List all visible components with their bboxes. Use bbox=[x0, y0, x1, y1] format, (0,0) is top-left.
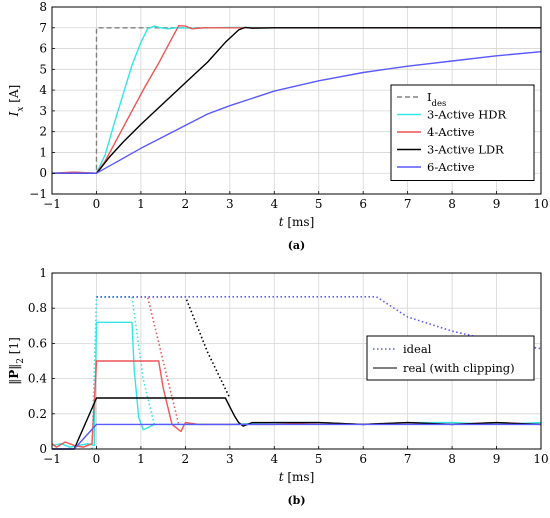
b-x-tick-label: 8 bbox=[448, 452, 456, 466]
a-x-tick-label: 4 bbox=[270, 197, 278, 211]
panel-b-caption: (b) bbox=[287, 494, 305, 507]
b-y-tick-label: 0.4 bbox=[28, 372, 47, 386]
a-legend-label-3: 3-Active LDR bbox=[427, 143, 504, 157]
a-y-tick-label: −1 bbox=[29, 187, 47, 201]
a-series-line-4 bbox=[52, 51, 542, 174]
b-x-tick-label: 4 bbox=[270, 452, 278, 466]
a-y-tick-label: 0 bbox=[39, 166, 47, 180]
b-legend-label-1: real (with clipping) bbox=[403, 361, 515, 375]
b-y-tick-label: 0.6 bbox=[28, 336, 47, 350]
a-x-tick-label: 10 bbox=[533, 197, 548, 211]
panel-a-y-label-main: I bbox=[7, 111, 21, 117]
panel-b-frame bbox=[51, 272, 542, 450]
a-x-tick-label: 9 bbox=[493, 197, 501, 211]
a-x-tick-label: 8 bbox=[448, 197, 456, 211]
b-series-line-7 bbox=[52, 423, 541, 450]
a-x-tick-label: 0 bbox=[93, 197, 101, 211]
b-y-tick-label: 0.8 bbox=[28, 301, 47, 315]
b-y-tick-label: 0.2 bbox=[28, 407, 47, 421]
b-series-line-1 bbox=[96, 295, 180, 425]
a-y-tick-label: 4 bbox=[39, 83, 47, 97]
panel-a-series bbox=[51, 25, 542, 174]
panel-a-y-label-sub: x bbox=[16, 107, 26, 112]
a-x-tick-label: 1 bbox=[137, 197, 145, 211]
b-x-tick-label: −1 bbox=[43, 452, 61, 466]
panel-a-ticks: −1 0 1 2 3 4 5 6 7 8 9 10 −1 0 1 2 3 4 5 6 7 8 bbox=[29, 0, 548, 211]
a-legend-label-4: 6-Active bbox=[427, 160, 475, 174]
b-x-tick-label: 10 bbox=[533, 452, 548, 466]
a-legend-label-0: Ides bbox=[427, 90, 446, 109]
a-y-tick-label: 6 bbox=[39, 42, 47, 56]
b-x-tick-label: 9 bbox=[493, 452, 501, 466]
a-series-line-3 bbox=[52, 26, 541, 174]
a-x-tick-label: 5 bbox=[315, 197, 323, 211]
b-legend-label-0: ideal bbox=[403, 342, 432, 356]
a-y-tick-label: 3 bbox=[39, 104, 47, 118]
panel-b-legend: ideal real (with clipping) bbox=[366, 335, 535, 381]
b-x-tick-label: 7 bbox=[404, 452, 412, 466]
a-x-tick-label: −1 bbox=[43, 197, 61, 211]
panel-b-x-axis-label: t [ms] bbox=[279, 470, 315, 484]
a-legend-label-2: 4-Active bbox=[427, 125, 475, 139]
panel-a-legend-box bbox=[390, 84, 535, 181]
b-x-tick-label: 5 bbox=[315, 452, 323, 466]
panel-a-y-axis-label: Ix [A] bbox=[7, 85, 26, 118]
a-y-tick-label: 7 bbox=[39, 21, 47, 35]
b-x-tick-label: 6 bbox=[359, 452, 367, 466]
a-y-tick-label: 8 bbox=[39, 0, 47, 14]
a-x-tick-label: 3 bbox=[226, 197, 234, 211]
panel-a-caption: (a) bbox=[288, 239, 306, 252]
b-x-tick-label: 3 bbox=[226, 452, 234, 466]
panel-b-legend-box bbox=[366, 335, 535, 381]
b-series-line-2 bbox=[96, 295, 231, 399]
a-x-tick-label: 2 bbox=[182, 197, 190, 211]
a-y-tick-label: 2 bbox=[39, 125, 47, 139]
a-y-tick-label: 5 bbox=[39, 62, 47, 76]
b-x-tick-label: 2 bbox=[182, 452, 190, 466]
panel-a-x-axis-label: t [ms] bbox=[279, 215, 315, 229]
b-y-tick-label: 0 bbox=[39, 442, 47, 456]
b-x-tick-label: 0 bbox=[93, 452, 101, 466]
b-y-tick-label: 1 bbox=[39, 266, 47, 280]
a-x-tick-label: 7 bbox=[404, 197, 412, 211]
panel-a-y-label-unit: [A] bbox=[7, 85, 21, 107]
panel-a-frame bbox=[51, 6, 542, 195]
a-legend-label-1: 3-Active HDR bbox=[427, 108, 506, 122]
a-x-tick-label: 6 bbox=[359, 197, 367, 211]
panel-b-y-axis-label: ‖P‖2 [1] bbox=[7, 337, 26, 385]
a-y-tick-label: 1 bbox=[39, 145, 47, 159]
b-series-line-0 bbox=[91, 295, 155, 450]
b-x-tick-label: 1 bbox=[137, 452, 145, 466]
